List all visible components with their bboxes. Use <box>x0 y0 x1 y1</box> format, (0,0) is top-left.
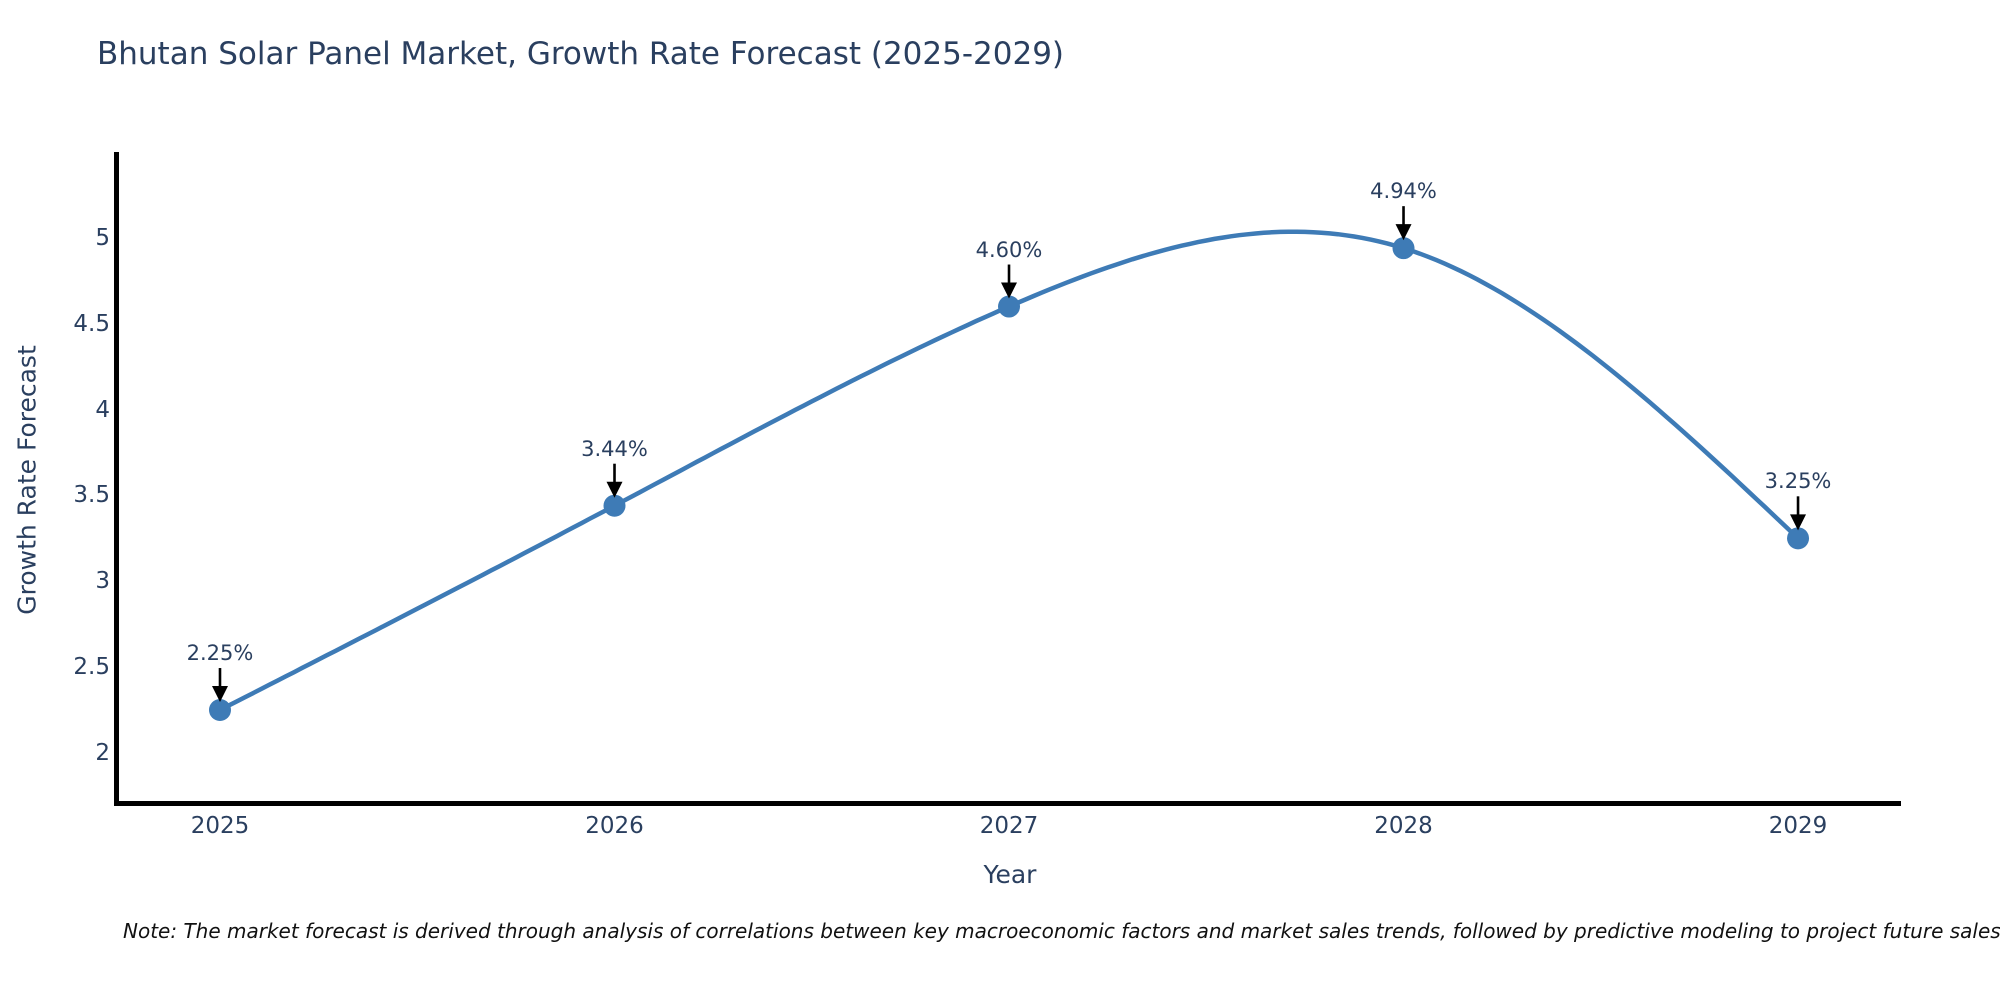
data-point-label: 2.25% <box>186 641 254 666</box>
x-axis-title: Year <box>983 860 1037 889</box>
annotation-arrowhead-icon <box>211 686 228 703</box>
data-point-marker <box>603 494 626 517</box>
x-tick-label: 2028 <box>1374 813 1433 839</box>
data-point-marker <box>998 295 1021 318</box>
data-point-marker <box>1787 527 1810 550</box>
chart-note: Note: The market forecast is derived thr… <box>123 919 2000 943</box>
x-tick-label: 2027 <box>979 813 1039 839</box>
data-point-label: 4.94% <box>1370 179 1437 204</box>
x-tick-label: 2026 <box>585 813 644 839</box>
data-point-label: 3.25% <box>1764 469 1832 494</box>
data-point-marker <box>208 699 231 722</box>
annotation-arrowhead-icon <box>1790 514 1807 531</box>
y-tick-label: 3 <box>95 568 110 595</box>
annotation-arrowhead-icon <box>1395 224 1412 241</box>
x-axis-line <box>114 801 1901 806</box>
annotation-arrowhead-icon <box>1001 282 1018 299</box>
data-point-label: 4.60% <box>975 237 1043 262</box>
x-tick-label: 2025 <box>190 813 250 839</box>
y-axis-line <box>114 152 119 806</box>
annotation-arrowhead-icon <box>606 481 623 498</box>
x-tick-label: 2029 <box>1768 813 1828 839</box>
data-point-marker <box>1392 237 1415 260</box>
y-tick-label: 2 <box>95 739 110 766</box>
y-tick-label: 4 <box>95 396 110 423</box>
y-tick-label: 5 <box>95 224 110 251</box>
chart-title: Bhutan Solar Panel Market, Growth Rate F… <box>97 36 1065 72</box>
y-tick-label: 3.5 <box>73 482 110 509</box>
y-tick-label: 2.5 <box>73 654 110 681</box>
y-tick-label: 4.5 <box>73 310 110 337</box>
data-point-label: 3.44% <box>581 436 648 461</box>
